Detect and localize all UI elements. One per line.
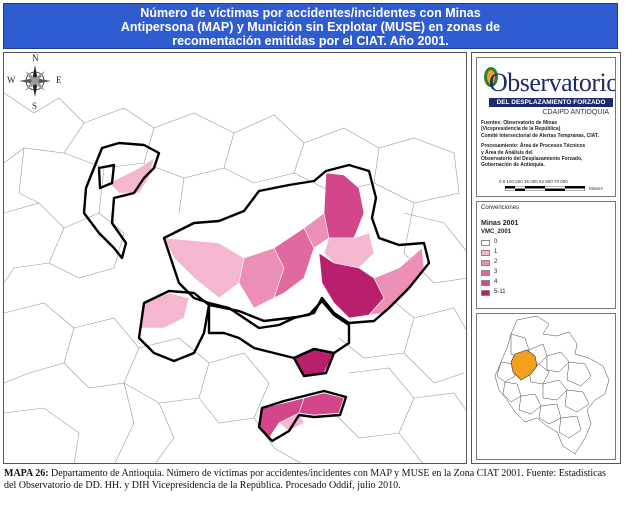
legend-field: VMC_2001	[481, 229, 512, 235]
logo-subtitle: CDAIPD ANTIOQUIA	[542, 109, 609, 116]
caption-text: Departamento de Antioquia. Número de víc…	[4, 468, 606, 491]
map-caption: MAPA 26: Departamento de Antioquia. Núme…	[4, 468, 616, 492]
map-title-banner: Número de víctimas por accidentes/incide…	[3, 3, 618, 49]
zone-west-2	[238, 247, 285, 309]
sources-line-1: Fuentes: Observatorio de Minas	[481, 120, 558, 126]
main-map[interactable]: N S W E	[3, 52, 467, 464]
zone-south-west	[138, 292, 190, 329]
legend-title: Convenciones	[481, 205, 520, 211]
compass-rose	[19, 65, 51, 97]
title-line-2: Antipersona (MAP) y Munición sin Explota…	[120, 20, 501, 34]
logo-and-sources: Observatorio DEL DESPLAZAMIENTO FORZADO …	[476, 57, 616, 197]
legend-swatch	[481, 250, 490, 256]
zone-center-2	[323, 232, 375, 269]
zone-west-1	[163, 237, 245, 299]
scale-unit: Meters	[589, 186, 603, 191]
legend-swatch	[481, 270, 490, 276]
sources-line-6: Observatorio del Desplazamiento Forzado,	[481, 156, 583, 163]
compass-e: E	[56, 75, 62, 85]
legend-swatch	[481, 290, 490, 296]
legend-label: 2	[494, 259, 498, 265]
legend-subtitle: Minas 2001	[481, 220, 519, 227]
colombia-inset-map	[476, 313, 616, 460]
municipality-boundaries	[4, 92, 466, 463]
antioquia-highlight	[510, 349, 538, 381]
legend-swatch	[481, 280, 490, 286]
logo-bar: DEL DESPLAZAMIENTO FORZADO	[489, 98, 613, 107]
legend-label: 0	[494, 239, 498, 245]
sources-line-4: Procesamiento: Área de Procesos Técnicos	[481, 143, 586, 150]
logo-wordmark: Observatorio	[489, 68, 616, 97]
compass-s: S	[32, 101, 38, 111]
legend-label: 4	[494, 279, 498, 285]
colombia-inset-canvas	[494, 315, 610, 455]
legend-label: 1	[494, 249, 498, 255]
main-map-canvas	[4, 65, 466, 463]
scale-bar	[505, 186, 585, 191]
ciat-zone-outlines	[82, 141, 431, 443]
side-panel: Observatorio DEL DESPLAZAMIENTO FORZADO …	[471, 52, 621, 464]
legend-swatch	[481, 240, 490, 246]
observatorio-logo-icon	[483, 66, 499, 88]
sources-line-2: (Vicepresidencia de la República)	[481, 126, 561, 133]
legend: Convenciones Minas 2001 VMC_2001 0 1 2 3 4 5-…	[476, 201, 616, 309]
compass-n: N	[32, 53, 39, 63]
zone-uraba-north	[108, 157, 155, 194]
scale-numbers: 0 8 100 500 36 000 52 500 70 000	[499, 179, 568, 184]
zone-north-east	[323, 172, 365, 239]
legend-label: 3	[494, 269, 498, 275]
sources-line-5: y Área de Análisis del	[481, 149, 533, 156]
legend-label: 5-11	[494, 289, 506, 295]
title-line-3: recomentación emitidas por el CIAT. Año …	[172, 34, 449, 48]
title-line-1: Número de víctimas por accidentes/incide…	[140, 6, 481, 20]
sources-line-3: Comité Intersectorial de Alertas Tempran…	[481, 132, 599, 139]
caption-label: MAPA 26:	[4, 468, 49, 479]
victim-zones	[108, 157, 425, 439]
sources-text: Fuentes: Observatorio de Minas (Vicepres…	[481, 120, 613, 169]
legend-swatch	[481, 260, 490, 266]
sources-line-7: Gobernación de Antioquia.	[481, 162, 545, 169]
compass-w: W	[7, 75, 16, 85]
